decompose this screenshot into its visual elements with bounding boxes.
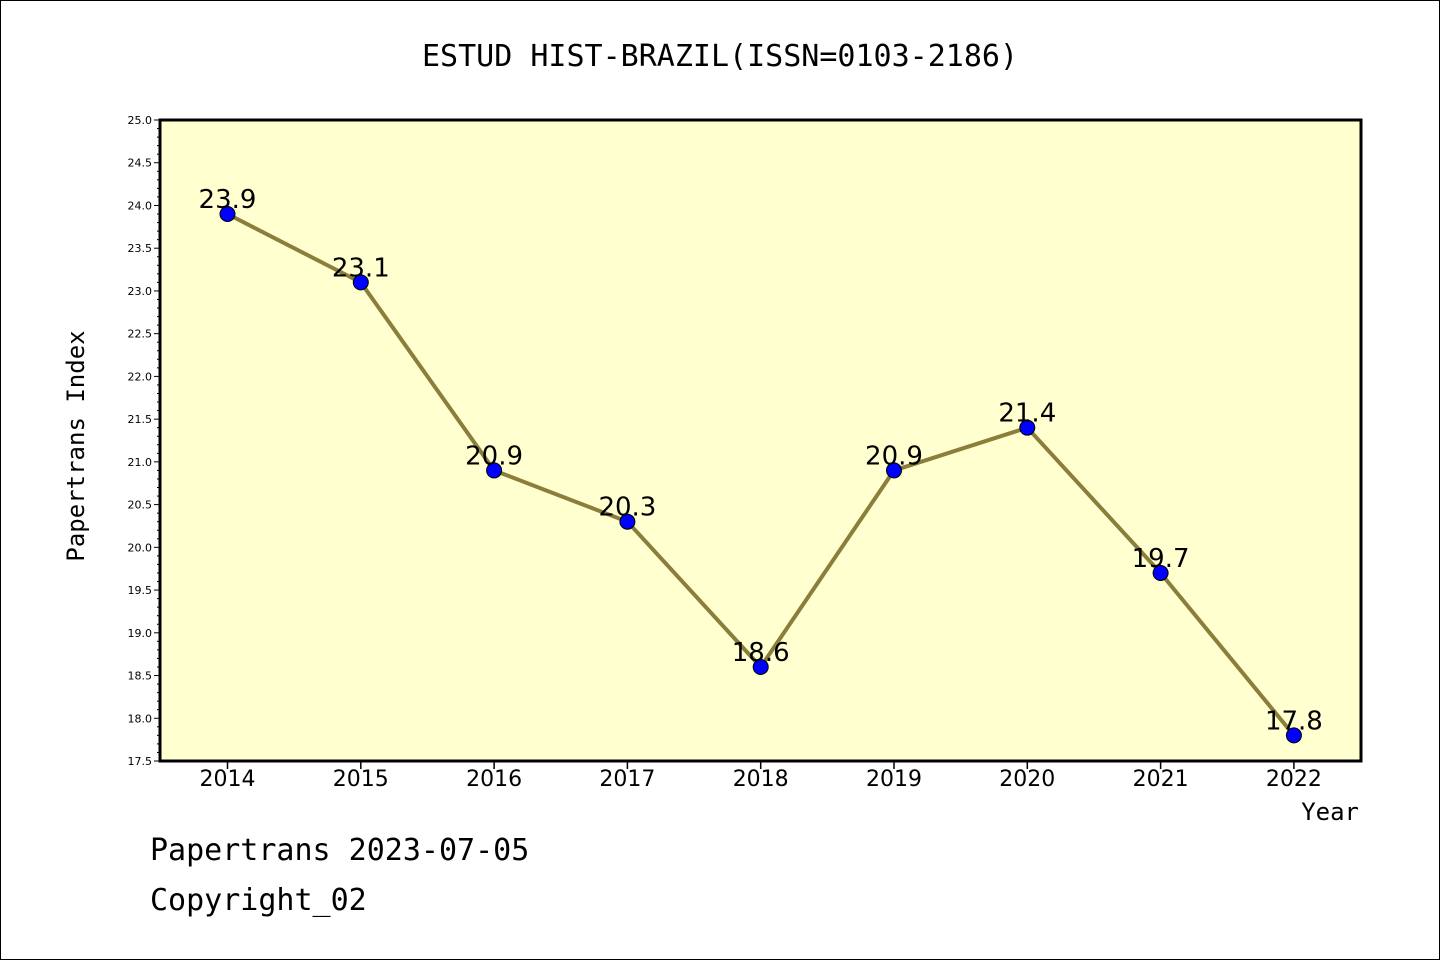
footer-copyright: Copyright_02 — [150, 883, 367, 918]
data-label: 23.1 — [332, 253, 390, 283]
data-point — [486, 462, 503, 479]
y-tick-label: 25.0 — [128, 114, 153, 127]
y-tick-label: 20.0 — [128, 541, 153, 554]
data-label: 21.4 — [998, 399, 1056, 429]
series-layer: 23.9 23.1 20.9 20.3 18.6 20.9 21.4 19.7 17.8 — [199, 185, 1323, 744]
x-tick-label: 2015 — [333, 767, 389, 792]
x-tick-label: 2016 — [466, 767, 522, 792]
y-tick-label: 18.5 — [128, 670, 153, 683]
data-point — [219, 206, 236, 223]
y-tick-label: 23.5 — [128, 242, 153, 255]
y-tick-label: 17.5 — [128, 755, 153, 768]
y-axis-label: Papertrans Index — [62, 330, 90, 561]
chart-title: ESTUD HIST-BRAZIL(ISSN=0103-2186) — [422, 39, 1018, 74]
y-tick-label: 21.0 — [128, 456, 153, 469]
y-tick-label: 24.0 — [128, 199, 153, 212]
plot-area — [158, 118, 1363, 763]
x-tick-label: 2022 — [1266, 767, 1322, 792]
data-point — [619, 513, 636, 530]
y-tick-label: 19.5 — [128, 584, 153, 597]
data-label: 23.9 — [199, 185, 257, 215]
y-axis: 17.5 18.0 18.5 19.0 19.5 20.0 20.5 21.0 21.5 22.0… — [128, 114, 160, 768]
x-tick-label: 2019 — [866, 767, 922, 792]
x-tick-label: 2014 — [200, 767, 256, 792]
data-point — [886, 462, 902, 479]
x-tick-label: 2021 — [1133, 767, 1189, 792]
x-tick-label: 2020 — [999, 767, 1055, 792]
y-tick-label: 22.0 — [128, 370, 153, 383]
data-label: 18.6 — [732, 638, 790, 668]
data-point — [752, 658, 769, 675]
data-label: 20.3 — [598, 493, 656, 523]
x-axis: 2014 2015 2016 2017 2018 2019 2020 2021 2022 — [200, 761, 1322, 792]
data-point — [1152, 564, 1169, 581]
data-point — [352, 274, 369, 291]
y-tick-label: 22.5 — [128, 328, 153, 341]
y-tick-label: 18.0 — [128, 712, 153, 725]
footer-date: Papertrans 2023-07-05 — [150, 833, 530, 868]
x-axis-label: Year — [1301, 798, 1359, 826]
y-tick-label: 19.0 — [128, 627, 153, 640]
y-tick-label: 24.5 — [128, 157, 153, 170]
x-tick-label: 2017 — [599, 767, 655, 792]
data-point — [1019, 419, 1036, 436]
data-label: 17.8 — [1265, 706, 1323, 736]
y-tick-label: 23.0 — [128, 285, 153, 298]
data-point — [1285, 727, 1302, 744]
y-tick-label: 20.5 — [128, 499, 153, 512]
data-label: 20.9 — [465, 441, 523, 471]
data-label: 19.7 — [1132, 544, 1190, 574]
x-tick-label: 2018 — [733, 767, 789, 792]
data-label: 20.9 — [865, 441, 923, 471]
y-tick-label: 21.5 — [128, 413, 153, 426]
